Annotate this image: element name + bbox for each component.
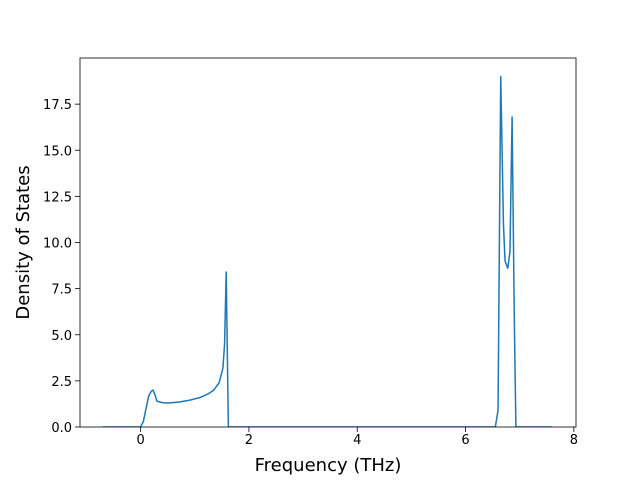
y-tick-label: 5.0 xyxy=(51,329,72,344)
y-tick-label: 10.0 xyxy=(43,237,72,252)
y-tick-label: 17.5 xyxy=(43,98,72,113)
y-tick-label: 2.5 xyxy=(51,375,72,390)
y-axis-title: Density of States xyxy=(13,165,34,319)
plot-frame xyxy=(79,57,577,428)
y-tick-label: 7.5 xyxy=(51,283,72,298)
x-axis-title: Frequency (THz) xyxy=(255,455,402,476)
x-tick-label: 4 xyxy=(353,433,361,448)
line-series xyxy=(102,75,553,427)
x-tick-label: 0 xyxy=(137,433,145,448)
y-tick-label: 12.5 xyxy=(43,190,72,205)
x-tick-label: 8 xyxy=(570,433,578,448)
y-tick-label: 0.0 xyxy=(51,421,72,436)
x-tick-label: 2 xyxy=(245,433,253,448)
y-tick-label: 15.0 xyxy=(43,144,72,159)
x-tick-label: 6 xyxy=(461,433,469,448)
